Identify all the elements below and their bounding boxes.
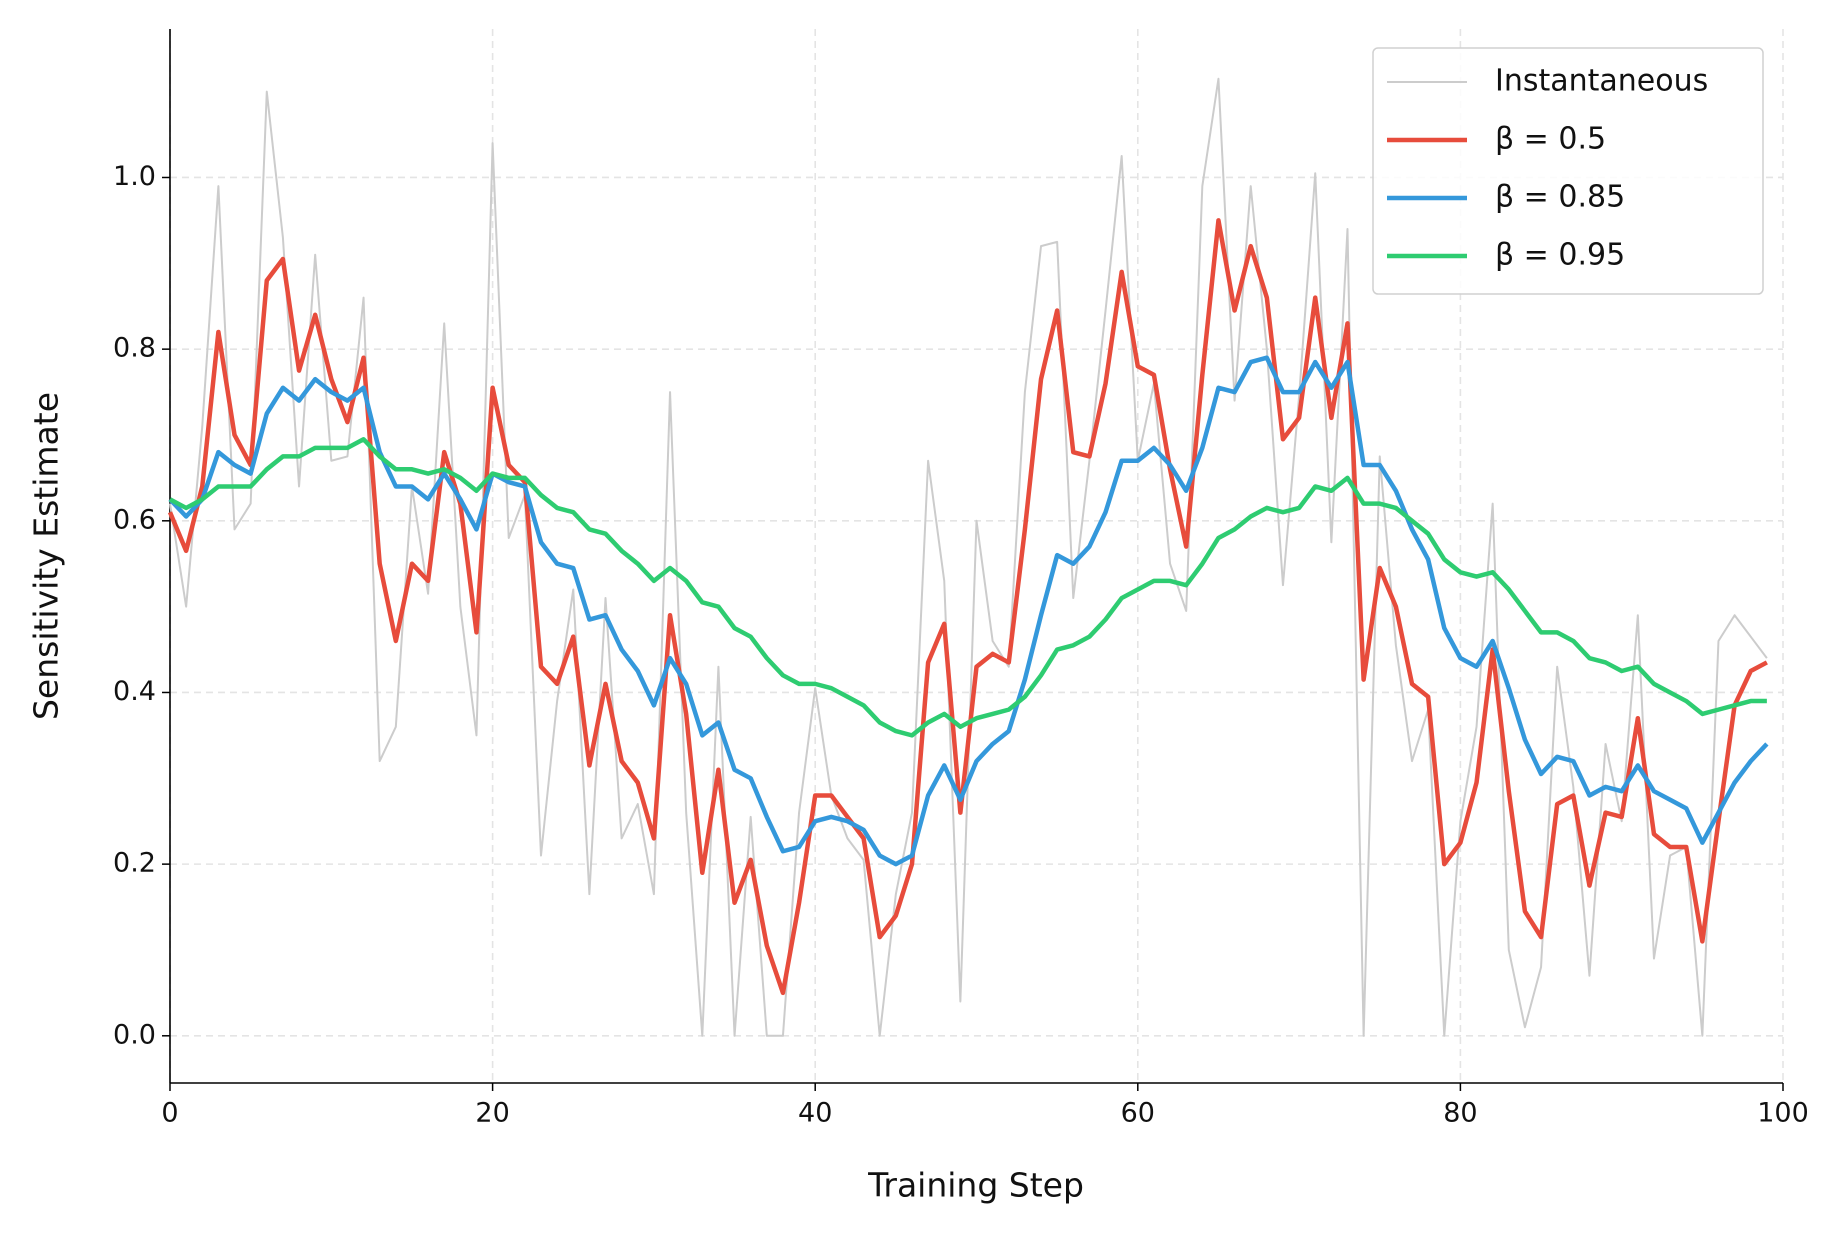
series-line	[168, 437, 1767, 738]
x-tick-label: 20	[475, 1098, 509, 1129]
x-tick-label: 60	[1121, 1098, 1155, 1129]
x-tick-label: 80	[1443, 1098, 1477, 1129]
legend-box	[1372, 47, 1764, 295]
y-tick-label: 0.8	[113, 333, 156, 364]
x-axis-label: Training Step	[867, 1166, 1084, 1205]
legend-label: β = 0.85	[1495, 180, 1625, 215]
x-tick-label: 100	[1757, 1098, 1809, 1129]
legend-label: β = 0.5	[1495, 122, 1606, 157]
legend-label: Instantaneous	[1495, 64, 1708, 99]
x-tick-label: 0	[161, 1098, 178, 1129]
y-tick-label: 0.4	[113, 676, 156, 707]
series-line	[168, 355, 1769, 867]
y-tick-label: 1.0	[113, 161, 156, 192]
y-axis-label: Sensitivity Estimate	[27, 392, 66, 720]
legend: Instantaneous β = 0.5 β = 0.85 β = 0.95	[1372, 47, 1764, 295]
y-tick-label: 0.2	[113, 848, 156, 879]
y-tick-label: 0.0	[113, 1019, 156, 1050]
series-line	[167, 218, 1768, 996]
x-tick-label: 40	[798, 1098, 832, 1129]
y-tick-label: 0.6	[113, 504, 156, 535]
legend-label: β = 0.95	[1495, 238, 1625, 273]
